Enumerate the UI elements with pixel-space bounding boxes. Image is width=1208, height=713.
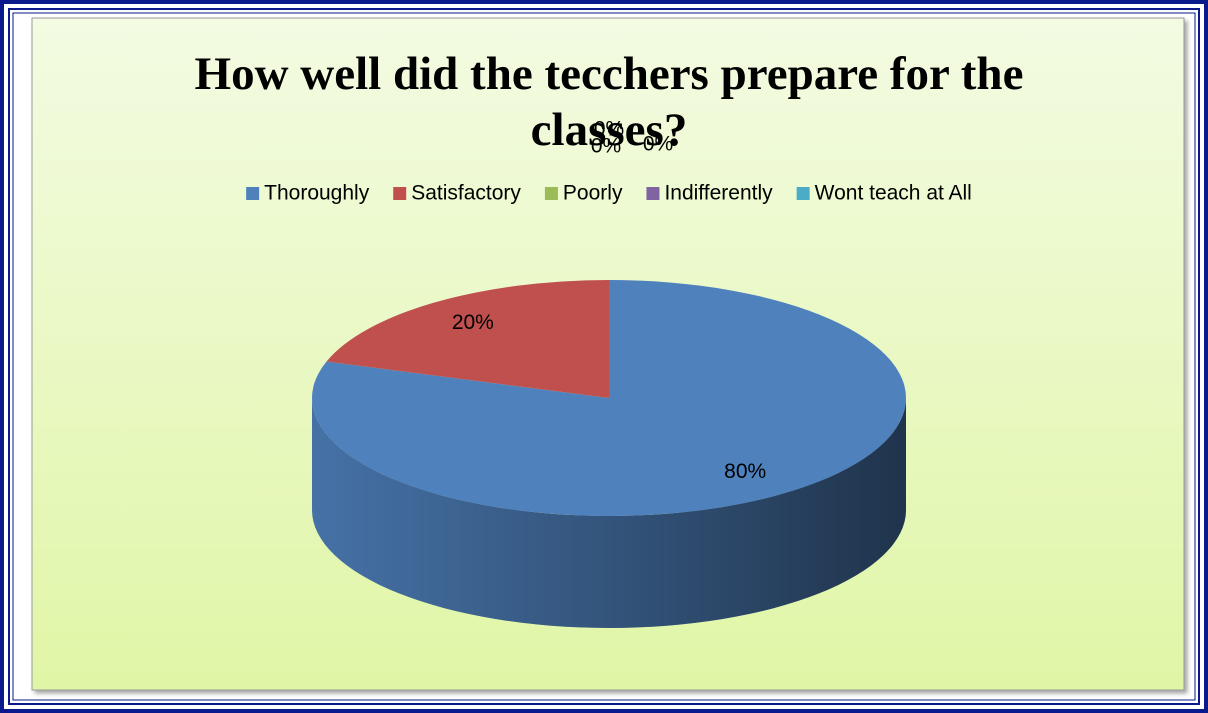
- data-label: 80%: [724, 460, 766, 483]
- legend-swatch: [646, 187, 660, 200]
- slice: [326, 280, 609, 398]
- legend-swatch: [544, 187, 558, 200]
- legend-label: Poorly: [563, 182, 623, 205]
- legend-label: Indifferently: [664, 182, 773, 205]
- legend-label: Thoroughly: [264, 182, 370, 205]
- legend-swatch: [393, 187, 407, 200]
- legend-label: Satisfactory: [411, 182, 521, 205]
- inner-border: [8, 8, 1200, 705]
- side-shade: [312, 398, 906, 628]
- data-label: 20%: [452, 311, 494, 334]
- inner-border: [12, 12, 1196, 701]
- legend-swatch: [796, 187, 810, 200]
- data-label: 0%: [591, 135, 621, 158]
- data-label: 0%: [643, 133, 673, 156]
- legend-label: Wont teach at All: [815, 182, 972, 205]
- legend-swatch: [246, 187, 260, 200]
- chart-title: How well did the tecchers prepare for th…: [194, 48, 1024, 156]
- data-label: 0%: [594, 118, 624, 141]
